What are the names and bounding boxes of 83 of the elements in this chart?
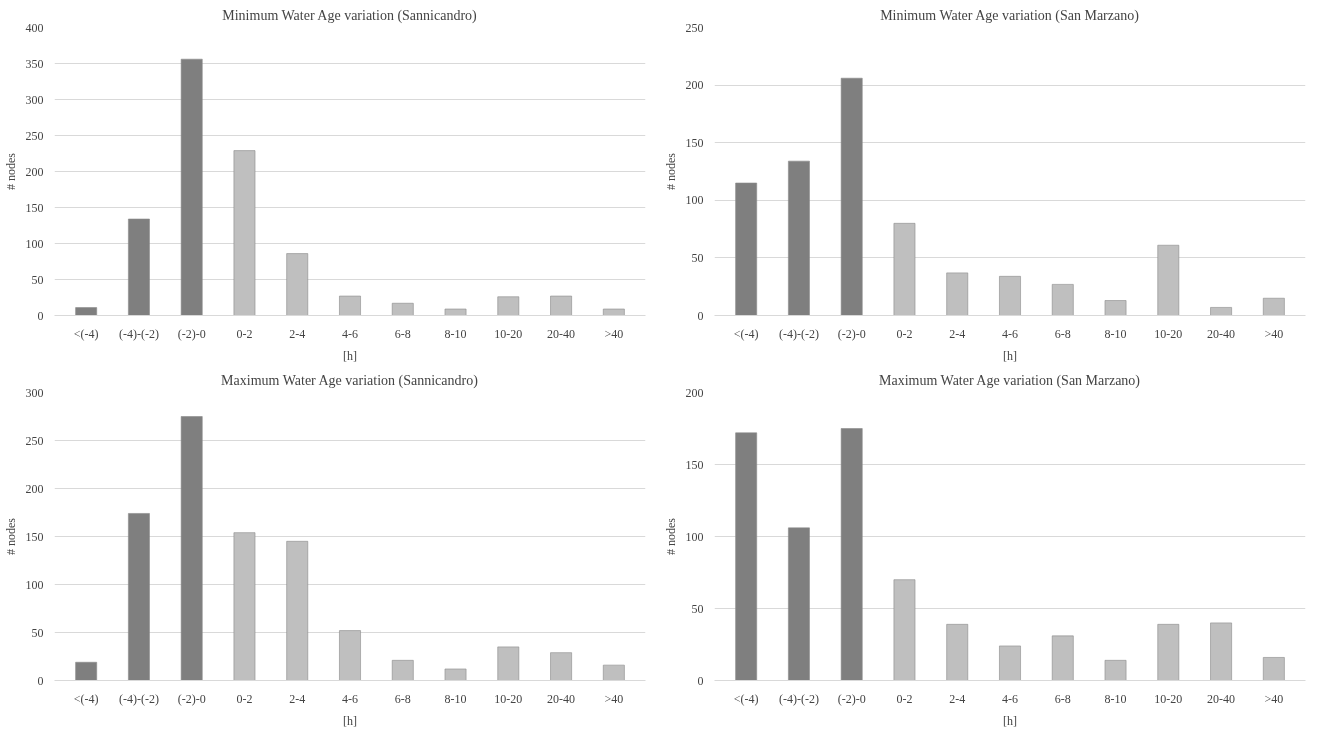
x-tick-label: 2-4 [949,691,966,706]
x-tick-label: 4-6 [1002,691,1018,706]
chart-title: Minimum Water Age variation (Sannicandro) [222,7,478,24]
x-tick-label: 4-6 [1002,326,1018,341]
y-tick-label: 100 [685,193,704,208]
y-tick-label: 0 [697,308,704,323]
y-tick-label: 100 [25,236,44,251]
x-tick-label: 6-8 [1054,691,1071,706]
x-tick-label: 6-8 [394,326,411,341]
x-tick-label: (-4)-(-2) [778,326,819,341]
x-tick-label: >40 [604,326,624,341]
x-tick-label: (-2)-0 [177,691,206,706]
x-tick-label: (-2)-0 [837,326,866,341]
x-tick-label: (-2)-0 [177,326,206,341]
x-tick-label: >40 [604,691,624,706]
y-tick-label: 150 [25,200,44,215]
y-tick-label: 200 [25,481,44,496]
y-tick-label: 50 [691,250,704,265]
x-tick-label: 20-40 [1207,326,1236,341]
x-tick-label: 6-8 [1054,326,1071,341]
y-tick-label: 0 [37,308,44,323]
y-tick-label: 50 [31,272,44,287]
x-tick-label: <(-4) [73,691,99,706]
x-tick-label: >40 [1264,691,1284,706]
x-tick-label: 10-20 [494,691,523,706]
y-tick-label: 50 [31,625,44,640]
x-tick-label: (-4)-(-2) [778,691,819,706]
y-tick-label: 250 [25,128,44,143]
y-tick-label: 150 [685,457,704,472]
x-axis-title: [h] [1003,713,1017,728]
y-tick-label: 0 [37,673,44,688]
y-tick-label: 50 [691,601,704,616]
x-tick-label: 10-20 [1154,691,1183,706]
y-tick-label: 400 [25,20,44,35]
x-tick-label: 4-6 [342,691,358,706]
x-tick-label: <(-4) [733,326,759,341]
x-tick-label: 20-40 [1207,691,1236,706]
x-tick-label: 0-2 [236,691,253,706]
x-tick-label: 20-40 [547,691,576,706]
x-tick-label: 6-8 [394,691,411,706]
y-axis-title: # nodes [663,152,678,190]
x-tick-label: <(-4) [73,326,99,341]
x-tick-label: (-4)-(-2) [118,326,159,341]
y-tick-label: 300 [25,92,44,107]
y-tick-label: 100 [685,529,704,544]
x-tick-label: 2-4 [289,326,306,341]
x-tick-label: 10-20 [494,326,523,341]
y-axis-title: # nodes [3,517,18,555]
y-tick-label: 150 [685,135,704,150]
x-axis-title: [h] [1003,348,1017,363]
x-tick-label: 8-10 [1104,691,1127,706]
y-axis-title: # nodes [3,152,18,190]
y-tick-label: 300 [25,385,44,400]
x-axis-title: [h] [343,348,357,363]
y-tick-label: 200 [685,385,704,400]
y-tick-label: 350 [25,56,44,71]
x-tick-label: 8-10 [444,326,467,341]
y-tick-label: 150 [25,529,44,544]
x-tick-label: 0-2 [896,326,913,341]
x-tick-label: 0-2 [236,326,253,341]
x-tick-label: 2-4 [949,326,966,341]
x-tick-label: 10-20 [1154,326,1183,341]
x-tick-label: 2-4 [289,691,306,706]
x-tick-label: 8-10 [444,691,467,706]
chart-title: Minimum Water Age variation (San Marzano) [880,7,1140,24]
x-tick-label: >40 [1264,326,1284,341]
y-axis-title: # nodes [663,517,678,555]
x-axis-title: [h] [343,713,357,728]
y-tick-label: 0 [697,673,704,688]
x-tick-label: 4-6 [342,326,358,341]
x-tick-label: 8-10 [1104,326,1127,341]
chart-title: Maximum Water Age variation (Sannicandro) [221,372,479,389]
x-tick-label: 20-40 [547,326,576,341]
x-tick-label: 0-2 [896,691,913,706]
x-tick-label: (-4)-(-2) [118,691,159,706]
chart-title: Maximum Water Age variation (San Marzano) [878,372,1141,389]
y-tick-label: 250 [25,433,44,448]
y-tick-label: 250 [685,20,704,35]
x-tick-label: (-2)-0 [837,691,866,706]
y-tick-label: 200 [685,78,704,93]
y-tick-label: 100 [25,577,44,592]
x-tick-label: <(-4) [733,691,759,706]
y-tick-label: 200 [25,164,44,179]
